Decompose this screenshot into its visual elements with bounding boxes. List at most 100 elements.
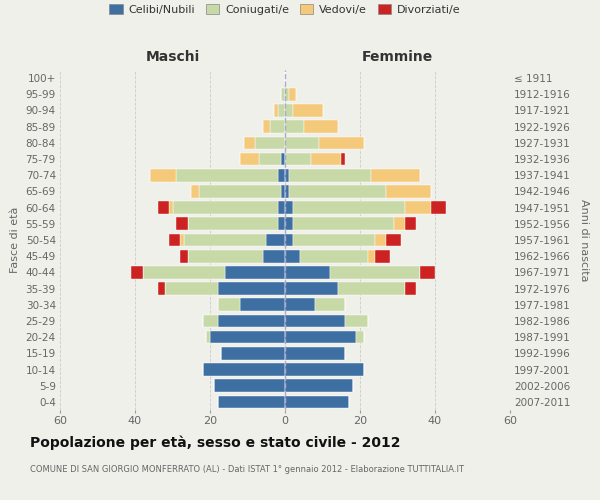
- Bar: [337, 282, 405, 295]
- Bar: [277, 202, 285, 214]
- Bar: [375, 234, 386, 246]
- Bar: [281, 152, 285, 166]
- Bar: [274, 104, 277, 117]
- Bar: [285, 136, 319, 149]
- Bar: [304, 120, 337, 133]
- Bar: [143, 266, 225, 278]
- Bar: [405, 282, 416, 295]
- Bar: [311, 152, 341, 166]
- Bar: [191, 185, 199, 198]
- Bar: [289, 185, 386, 198]
- Bar: [244, 136, 255, 149]
- Bar: [285, 363, 364, 376]
- Bar: [176, 218, 187, 230]
- Bar: [285, 104, 293, 117]
- Bar: [173, 202, 277, 214]
- Bar: [319, 136, 364, 149]
- Bar: [285, 282, 337, 295]
- Bar: [386, 185, 431, 198]
- Bar: [210, 331, 285, 344]
- Bar: [150, 169, 176, 181]
- Text: Popolazione per età, sesso e stato civile - 2012: Popolazione per età, sesso e stato civil…: [30, 435, 401, 450]
- Text: Maschi: Maschi: [145, 50, 200, 64]
- Bar: [255, 136, 285, 149]
- Bar: [285, 120, 304, 133]
- Bar: [285, 314, 345, 328]
- Bar: [281, 88, 285, 101]
- Bar: [285, 396, 349, 408]
- Bar: [293, 234, 375, 246]
- Bar: [345, 314, 367, 328]
- Y-axis label: Anni di nascita: Anni di nascita: [579, 198, 589, 281]
- Bar: [203, 363, 285, 376]
- Bar: [285, 298, 315, 311]
- Bar: [375, 250, 390, 262]
- Bar: [240, 298, 285, 311]
- Bar: [176, 169, 277, 181]
- Bar: [285, 380, 353, 392]
- Bar: [184, 234, 266, 246]
- Bar: [131, 266, 143, 278]
- Bar: [157, 282, 165, 295]
- Bar: [199, 185, 281, 198]
- Bar: [169, 234, 180, 246]
- Bar: [180, 250, 187, 262]
- Text: Femmine: Femmine: [362, 50, 433, 64]
- Bar: [277, 104, 285, 117]
- Bar: [405, 202, 431, 214]
- Bar: [277, 169, 285, 181]
- Bar: [285, 218, 293, 230]
- Bar: [293, 218, 394, 230]
- Bar: [293, 104, 323, 117]
- Bar: [285, 347, 345, 360]
- Bar: [240, 152, 259, 166]
- Bar: [386, 234, 401, 246]
- Bar: [285, 234, 293, 246]
- Bar: [285, 169, 289, 181]
- Bar: [371, 169, 420, 181]
- Bar: [293, 202, 405, 214]
- Bar: [300, 250, 367, 262]
- Bar: [221, 347, 285, 360]
- Bar: [285, 185, 289, 198]
- Text: COMUNE DI SAN GIORGIO MONFERRATO (AL) - Dati ISTAT 1° gennaio 2012 - Elaborazion: COMUNE DI SAN GIORGIO MONFERRATO (AL) - …: [30, 465, 464, 474]
- Bar: [218, 396, 285, 408]
- Bar: [281, 185, 285, 198]
- Bar: [285, 331, 356, 344]
- Bar: [214, 380, 285, 392]
- Bar: [270, 120, 285, 133]
- Bar: [285, 88, 289, 101]
- Bar: [277, 218, 285, 230]
- Bar: [165, 282, 218, 295]
- Bar: [330, 266, 420, 278]
- Bar: [187, 218, 277, 230]
- Bar: [157, 202, 169, 214]
- Bar: [285, 152, 311, 166]
- Bar: [420, 266, 435, 278]
- Bar: [218, 282, 285, 295]
- Bar: [431, 202, 446, 214]
- Bar: [289, 88, 296, 101]
- Bar: [405, 218, 416, 230]
- Bar: [367, 250, 375, 262]
- Bar: [394, 218, 405, 230]
- Y-axis label: Fasce di età: Fasce di età: [10, 207, 20, 273]
- Bar: [266, 234, 285, 246]
- Bar: [285, 202, 293, 214]
- Bar: [259, 152, 281, 166]
- Bar: [341, 152, 345, 166]
- Legend: Celibi/Nubili, Coniugati/e, Vedovi/e, Divorziati/e: Celibi/Nubili, Coniugati/e, Vedovi/e, Di…: [106, 1, 464, 18]
- Bar: [315, 298, 345, 311]
- Bar: [263, 120, 270, 133]
- Bar: [187, 250, 263, 262]
- Bar: [218, 298, 240, 311]
- Bar: [206, 331, 210, 344]
- Bar: [169, 202, 173, 214]
- Bar: [285, 250, 300, 262]
- Bar: [285, 266, 330, 278]
- Bar: [356, 331, 364, 344]
- Bar: [180, 234, 184, 246]
- Bar: [263, 250, 285, 262]
- Bar: [218, 314, 285, 328]
- Bar: [289, 169, 371, 181]
